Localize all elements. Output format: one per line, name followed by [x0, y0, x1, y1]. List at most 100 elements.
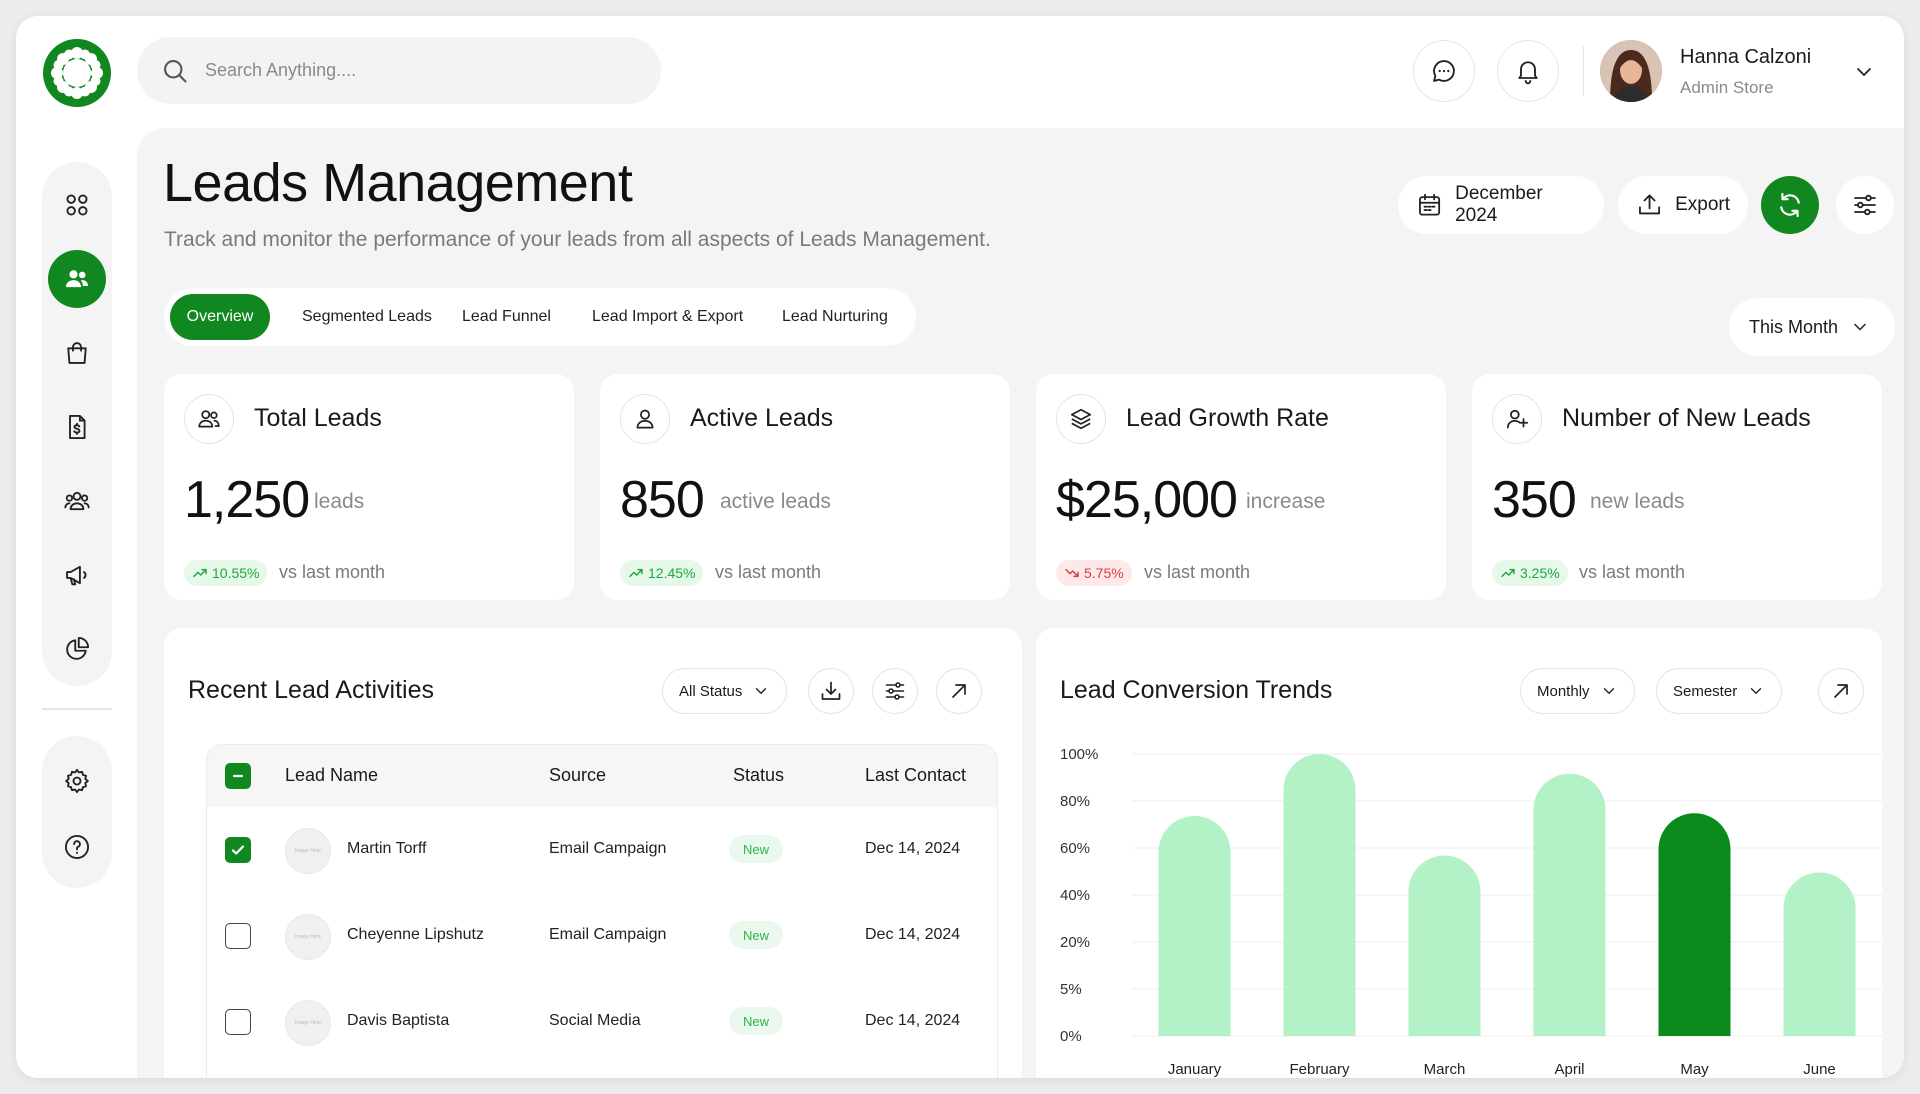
date-picker-button[interactable]: December 2024	[1398, 176, 1604, 234]
semester-dropdown[interactable]: Semester	[1656, 668, 1783, 714]
stat-compare-text: vs last month	[1144, 562, 1251, 582]
search-bar[interactable]	[137, 37, 661, 104]
user-icon	[636, 409, 654, 429]
sidebar-item-help[interactable]	[48, 818, 106, 876]
user-name: Hanna Calzoni	[1680, 46, 1812, 68]
stat-value: 850	[620, 471, 705, 529]
sidebar-utility-nav	[42, 736, 112, 888]
table-row[interactable]: Image Here Martin Torff Email Campaign N…	[207, 807, 997, 893]
user-menu-chevron-icon[interactable]	[1852, 60, 1876, 84]
chart-bar-february[interactable]	[1283, 754, 1356, 1036]
sidebar-item-settings[interactable]	[48, 752, 106, 810]
stat-change-badge: 5.75%	[1056, 560, 1132, 586]
sidebar-item-leads[interactable]	[48, 250, 106, 308]
help-circle-icon	[64, 834, 90, 860]
col-lead-name[interactable]: Lead Name	[285, 765, 379, 785]
col-status[interactable]: Status	[733, 765, 785, 785]
col-source[interactable]: Source	[549, 765, 607, 785]
lead-source: Email Campaign	[549, 926, 667, 943]
sliders-icon	[885, 682, 905, 700]
lead-last-contact: Dec 14, 2024	[865, 840, 961, 857]
stat-change: 5.75%	[1084, 565, 1124, 581]
search-input[interactable]	[205, 60, 605, 81]
tab-overview[interactable]: Overview	[170, 294, 270, 340]
status-filter-dropdown[interactable]: All Status	[662, 668, 788, 714]
lead-source: Email Campaign	[549, 840, 667, 857]
messages-button[interactable]	[1413, 40, 1475, 102]
stat-change-badge: 10.55%	[184, 560, 268, 586]
row-checkbox[interactable]	[225, 1009, 251, 1035]
avatar-placeholder-text: Image Here	[294, 934, 322, 940]
grid-icon	[66, 194, 88, 216]
stat-change: 3.25%	[1520, 565, 1560, 581]
lead-avatar: Image Here	[285, 1000, 331, 1046]
sidebar-item-invoices[interactable]	[48, 398, 106, 456]
sidebar-item-orders[interactable]	[48, 324, 106, 382]
stat-value: 350	[1492, 471, 1577, 529]
sidebar-item-reports[interactable]	[48, 620, 106, 678]
stat-change: 10.55%	[212, 565, 260, 581]
gear-icon	[65, 768, 89, 794]
stat-unit: active leads	[720, 490, 831, 513]
filter-settings-button[interactable]	[1836, 176, 1894, 234]
upload-icon	[1639, 194, 1661, 215]
app-window: Hanna Calzoni Admin Store	[16, 16, 1904, 1078]
semester-label: Semester	[1673, 682, 1738, 700]
tab-lead-nurturing[interactable]: Lead Nurturing	[782, 308, 888, 325]
stat-unit: new leads	[1590, 490, 1685, 513]
tab-lead-funnel[interactable]: Lead Funnel	[462, 308, 551, 325]
users-icon	[198, 410, 220, 428]
activities-filter-button[interactable]	[872, 668, 918, 714]
y-tick-label: 60%	[1060, 840, 1090, 857]
lead-last-contact: Dec 14, 2024	[865, 926, 961, 943]
sidebar-nav	[42, 162, 112, 686]
download-button[interactable]	[808, 668, 854, 714]
row-checkbox[interactable]	[225, 837, 251, 863]
period-dropdown[interactable]: This Month	[1729, 298, 1895, 356]
x-tick-label: May	[1680, 1061, 1709, 1078]
table-row[interactable]: Image Here Davis Baptista Social Media N…	[207, 979, 997, 1065]
user-role: Admin Store	[1680, 78, 1774, 97]
layers-icon	[1070, 408, 1092, 430]
sidebar-item-dashboard[interactable]	[48, 176, 106, 234]
pie-chart-icon	[66, 636, 90, 660]
stat-icon-wrap	[1492, 394, 1542, 444]
download-icon	[821, 681, 841, 700]
monthly-dropdown[interactable]: Monthly	[1520, 668, 1635, 714]
stat-title: Total Leads	[254, 404, 382, 432]
invoice-dollar-icon	[69, 414, 86, 440]
period-label: This Month	[1749, 316, 1839, 337]
trends-title: Lead Conversion Trends	[1060, 676, 1333, 704]
sidebar-item-marketing[interactable]	[48, 546, 106, 604]
trends-expand-button[interactable]	[1818, 668, 1864, 714]
tab-segmented-leads[interactable]: Segmented Leads	[302, 308, 432, 325]
user-plus-icon	[1506, 409, 1529, 429]
status-badge: New	[729, 1007, 784, 1035]
minus-icon	[232, 774, 244, 778]
stat-change-badge: 12.45%	[620, 560, 704, 586]
chart-bar-april[interactable]	[1533, 773, 1606, 1036]
sidebar-item-customers[interactable]	[48, 472, 106, 530]
y-tick-label: 100%	[1060, 746, 1098, 763]
tab-lead-import-export[interactable]: Lead Import & Export	[592, 308, 744, 325]
table-row[interactable]: Image Here Cheyenne Lipshutz Email Campa…	[207, 893, 997, 979]
export-button[interactable]: Export	[1618, 176, 1748, 234]
x-tick-label: April	[1554, 1061, 1584, 1078]
chart-bar-june[interactable]	[1783, 872, 1856, 1036]
refresh-button[interactable]	[1761, 176, 1819, 234]
stat-card-active-leads: Active Leads 850 active leads 12.45% vs …	[600, 374, 1010, 600]
user-avatar[interactable]	[1600, 40, 1662, 102]
activities-expand-button[interactable]	[936, 668, 982, 714]
users-icon	[65, 270, 89, 288]
stat-card-growth-rate: Lead Growth Rate $25,000 increase 5.75% …	[1036, 374, 1446, 600]
notifications-button[interactable]	[1497, 40, 1559, 102]
date-label: December 2024	[1455, 183, 1543, 226]
chevron-down-icon	[1854, 323, 1866, 331]
col-last-contact[interactable]: Last Contact	[865, 765, 967, 785]
chart-bar-may[interactable]	[1658, 813, 1731, 1036]
chart-bar-march[interactable]	[1408, 855, 1481, 1036]
select-all-checkbox[interactable]	[225, 763, 251, 789]
stat-title: Number of New Leads	[1562, 404, 1811, 432]
chart-bar-january[interactable]	[1158, 816, 1231, 1036]
row-checkbox[interactable]	[225, 923, 251, 949]
